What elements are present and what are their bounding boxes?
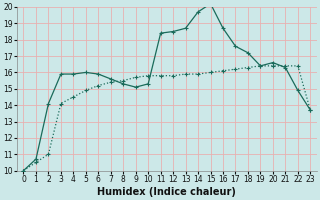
X-axis label: Humidex (Indice chaleur): Humidex (Indice chaleur) — [98, 187, 236, 197]
